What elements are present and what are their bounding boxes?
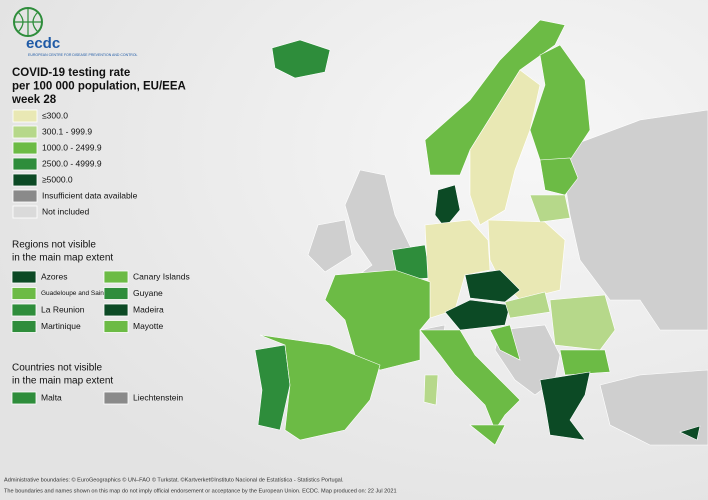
country-swatch bbox=[103, 391, 129, 405]
region-label: Madeira bbox=[133, 304, 164, 314]
iceland bbox=[271, 39, 331, 79]
legend-swatch bbox=[12, 125, 38, 139]
italy bbox=[419, 329, 521, 431]
regions-heading: in the main map extent bbox=[12, 253, 113, 264]
region-swatch bbox=[11, 270, 37, 284]
region-label: La Reunion bbox=[41, 304, 85, 314]
eastern-europe bbox=[559, 109, 708, 331]
map-title: COVID-19 testing rate bbox=[12, 67, 130, 79]
map-title: per 100 000 population, EU/EEA bbox=[12, 81, 186, 93]
estonia-latvia bbox=[539, 157, 579, 196]
sweden bbox=[469, 69, 541, 226]
legend-label: 300.1 - 999.9 bbox=[42, 126, 92, 136]
region-swatch bbox=[11, 303, 37, 317]
czechia bbox=[464, 269, 521, 303]
spain bbox=[259, 334, 381, 441]
region-label: Mayotte bbox=[133, 321, 164, 331]
region-swatch bbox=[11, 287, 37, 300]
logo-subtext: EUROPEAN CENTRE FOR DISEASE PREVENTION A… bbox=[28, 53, 138, 57]
legend-swatch bbox=[12, 173, 38, 187]
country-swatch bbox=[11, 391, 37, 405]
denmark bbox=[434, 184, 461, 229]
countries-heading: Countries not visible bbox=[12, 363, 102, 374]
austria bbox=[444, 299, 511, 331]
footer-note: Administrative boundaries: © EuroGeograp… bbox=[4, 476, 344, 483]
countries-heading: in the main map extent bbox=[12, 376, 113, 387]
country-label: Malta bbox=[41, 392, 62, 402]
logo-globe-lines bbox=[14, 8, 42, 36]
footer-note: The boundaries and names shown on this m… bbox=[4, 488, 397, 494]
legend-label: 2500.0 - 4999.9 bbox=[42, 158, 102, 168]
region-label: Martinique bbox=[41, 321, 81, 331]
sardinia bbox=[423, 374, 439, 406]
region-swatch bbox=[11, 320, 37, 333]
turkey bbox=[599, 369, 708, 446]
legend-label: 1000.0 - 2499.9 bbox=[42, 142, 102, 152]
region-label: Guyane bbox=[133, 288, 163, 298]
legend-swatch bbox=[12, 157, 38, 171]
region-swatch bbox=[103, 270, 129, 284]
lithuania bbox=[529, 194, 571, 223]
romania bbox=[549, 294, 616, 351]
legend-swatch bbox=[12, 141, 38, 155]
france bbox=[324, 269, 431, 371]
greece bbox=[539, 371, 591, 441]
region-swatch bbox=[103, 320, 129, 333]
legend-label: Insufficient data available bbox=[42, 190, 138, 200]
legend-swatch bbox=[12, 205, 38, 219]
logo-text: ecdc bbox=[26, 35, 60, 52]
croatia-slovenia bbox=[489, 324, 521, 361]
legend-label: ≤300.0 bbox=[42, 110, 68, 120]
region-label: Canary Islands bbox=[133, 271, 190, 281]
legend-label: Not included bbox=[42, 206, 90, 216]
slovakia-hungary bbox=[504, 291, 551, 319]
norway bbox=[424, 19, 566, 176]
legend-label: ≥5000.0 bbox=[42, 174, 73, 184]
logo bbox=[13, 7, 43, 37]
land bbox=[254, 19, 708, 446]
legend-swatch bbox=[12, 109, 38, 123]
country-label: Liechtenstein bbox=[133, 392, 183, 402]
ireland bbox=[307, 219, 353, 273]
legend-swatch bbox=[12, 189, 38, 203]
bulgaria bbox=[559, 349, 611, 376]
regions-heading: Regions not visible bbox=[12, 240, 96, 251]
region-swatch bbox=[103, 287, 129, 300]
map-title: week 28 bbox=[11, 94, 57, 106]
cyprus bbox=[679, 425, 701, 441]
region-label: Guadeloupe and Saint Martin bbox=[41, 290, 126, 297]
region-label: Azores bbox=[41, 271, 67, 281]
sicily bbox=[469, 424, 506, 446]
region-swatch bbox=[103, 303, 129, 317]
